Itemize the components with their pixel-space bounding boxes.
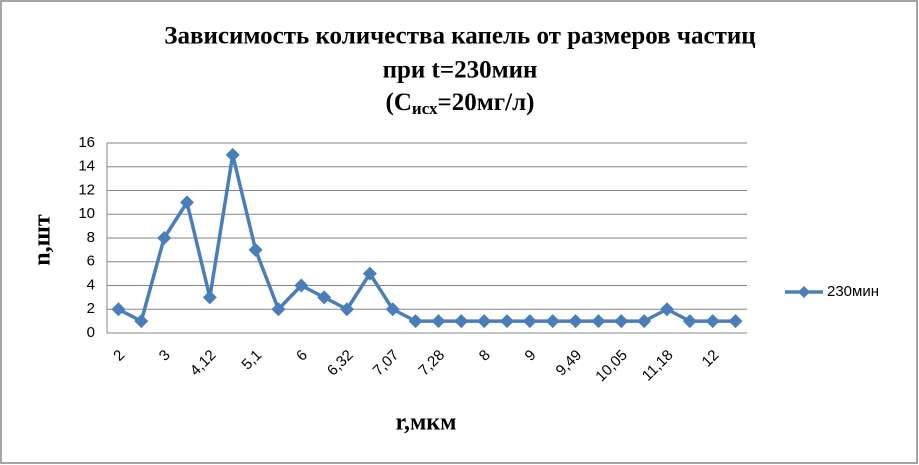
data-point: [271, 302, 286, 317]
data-point: [637, 314, 652, 329]
title-part: =20мг/л): [438, 89, 535, 116]
chart-title: Зависимость количества капель от размеро…: [164, 23, 755, 50]
data-point: [202, 290, 217, 305]
x-axis-label: r,мкм: [396, 410, 457, 436]
data-point: [408, 314, 423, 329]
data-point: [385, 302, 400, 317]
data-point: [682, 314, 697, 329]
data-point: [157, 231, 172, 245]
y-tick-label: 12: [78, 181, 95, 198]
data-point: [431, 314, 446, 329]
data-point: [660, 302, 674, 317]
data-point: [591, 314, 606, 329]
data-point: [568, 314, 583, 329]
chart-title: (Cисх=20мг/л): [386, 89, 535, 118]
data-point: [545, 314, 560, 329]
data-point: [477, 314, 492, 329]
data-point: [362, 266, 377, 281]
legend-marker: [798, 286, 810, 298]
data-point: [317, 290, 332, 305]
y-tick-label: 4: [87, 276, 95, 293]
title-subscript: исх: [412, 99, 438, 118]
y-tick-label: 10: [78, 205, 95, 222]
data-point: [614, 314, 629, 329]
data-point: [500, 314, 514, 329]
data-point: [522, 314, 537, 329]
data-point: [728, 314, 743, 329]
y-axis-label: n,шт: [30, 214, 56, 266]
data-point: [705, 314, 720, 329]
data-point: [248, 242, 263, 257]
series-line: [117, 153, 736, 323]
title-part: (C: [386, 89, 412, 116]
data-point: [340, 302, 354, 317]
legend-label: 230мин: [827, 283, 879, 300]
data-point: [180, 195, 194, 210]
chart-title: при t=230мин: [383, 57, 538, 84]
data-point: [454, 314, 469, 329]
y-tick-label: 8: [87, 229, 95, 246]
y-tick-label: 2: [87, 300, 95, 317]
y-tick-label: 0: [87, 324, 95, 341]
data-point: [111, 302, 126, 317]
data-point: [294, 278, 309, 293]
y-tick-label: 14: [78, 158, 95, 175]
data-point: [225, 147, 240, 162]
y-tick-label: 16: [78, 134, 95, 151]
data-point: [134, 314, 149, 329]
y-tick-label: 6: [87, 253, 95, 270]
